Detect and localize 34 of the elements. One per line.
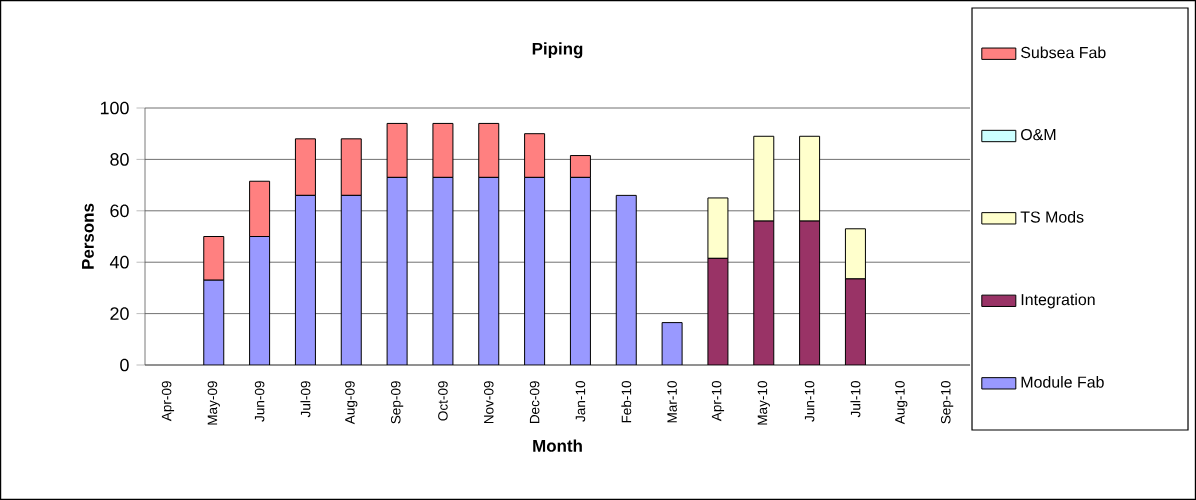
x-tick-label: Feb-10 (621, 381, 632, 423)
y-tick-label: 80 (110, 153, 129, 166)
legend-label: O&M (1021, 128, 1056, 141)
chart-title: Piping (532, 42, 583, 59)
x-tick-label: Sep-09 (390, 381, 404, 424)
y-tick-label: 20 (110, 307, 129, 320)
y-tick-label: 60 (110, 204, 129, 218)
x-tick-label: Nov-09 (483, 381, 494, 424)
y-axis-title: Persons (82, 203, 94, 269)
x-tick-label: Aug-09 (345, 381, 358, 425)
bar (615, 194, 637, 365)
y-tick-label: 40 (109, 255, 129, 269)
x-tick-label: Jun-10 (804, 381, 815, 422)
x-tick-label: Apr-10 (711, 381, 725, 422)
x-tick-label: Jul-10 (850, 381, 861, 418)
y-tick-label: 100 (100, 101, 129, 115)
x-tick-label: Jul-09 (300, 381, 311, 418)
x-tick-label: Dec-09 (529, 381, 540, 424)
legend-label: Module Fab (1021, 376, 1104, 388)
legend-label: TS Mods (1020, 211, 1084, 223)
legend-label: Integration (1021, 293, 1095, 309)
x-tick-label: May-09 (207, 381, 220, 425)
x-tick-label: Sep-10 (940, 381, 954, 424)
legend-label: Subsea Fab (1021, 46, 1106, 59)
bar (661, 322, 683, 365)
x-axis-title: Month (533, 439, 582, 452)
x-tick-label: Apr-09 (161, 381, 175, 422)
x-tick-label: Oct-09 (438, 381, 448, 421)
x-tick-label: Aug-10 (895, 381, 908, 425)
x-tick-label: Mar-10 (667, 381, 677, 423)
x-tick-label: Jan-10 (575, 381, 586, 422)
y-tick-label: 0 (120, 358, 129, 372)
x-tick-label: May-10 (757, 381, 770, 425)
x-tick-label: Jun-09 (254, 381, 265, 422)
